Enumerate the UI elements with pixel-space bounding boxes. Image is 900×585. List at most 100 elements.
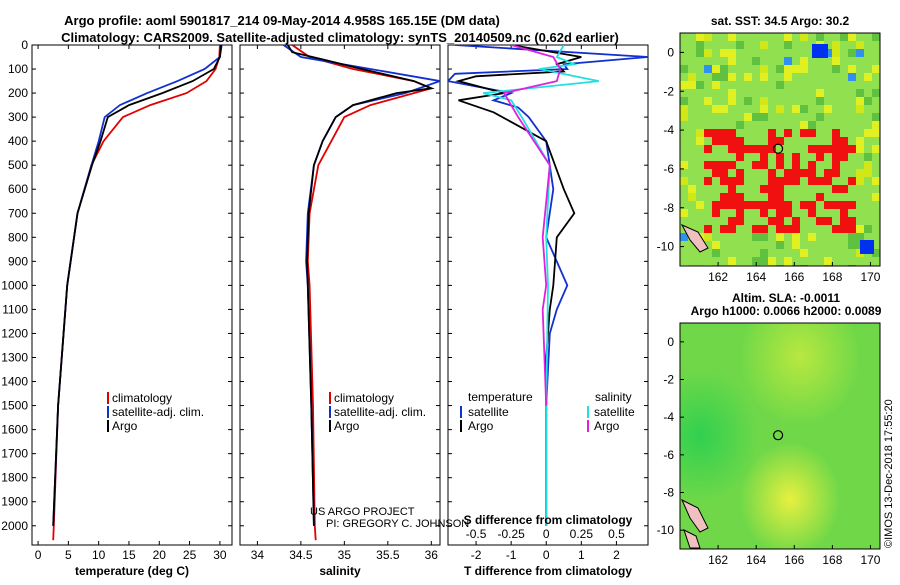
credit-project: US ARGO PROJECT — [310, 506, 415, 518]
depth-tick-label: 600 — [8, 182, 28, 196]
sst-cell — [680, 65, 688, 73]
difference-tick-label: 0 — [543, 548, 550, 562]
sst-cell — [680, 209, 688, 217]
sst-cell — [752, 113, 760, 121]
sst-cell — [736, 137, 744, 145]
sst-cell — [848, 177, 856, 185]
map-y-tick-label: -6 — [663, 162, 674, 176]
sst-cell — [856, 145, 864, 153]
sst-cell — [728, 57, 736, 65]
sst-cell — [784, 129, 792, 137]
sst-cell — [832, 65, 840, 73]
sst-cell — [752, 257, 760, 265]
sst-map-axes: 162 164 166 168 170 0 -2 -4 -6 -8 -10 — [657, 45, 881, 284]
salinity-panel-frame — [239, 44, 441, 546]
series-line-argo — [287, 45, 435, 526]
sst-cell — [688, 81, 696, 89]
sst-cell — [784, 73, 792, 81]
sst-cell — [816, 113, 824, 121]
sst-cell — [792, 177, 800, 185]
series-line-salinity-satellite — [482, 45, 600, 526]
legend-label-t-argo: Argo — [468, 419, 494, 433]
sst-cell — [808, 161, 816, 169]
sst-cell — [760, 257, 768, 265]
sst-cell — [688, 73, 696, 81]
sst-cell — [752, 161, 760, 169]
sst-cell — [728, 129, 736, 137]
sst-cell — [848, 65, 856, 73]
series-line-climatology — [52, 45, 221, 541]
island-shape — [680, 223, 709, 253]
sst-cell — [760, 209, 768, 217]
depth-tick-label: 1400 — [1, 375, 28, 389]
sst-cell — [712, 73, 720, 81]
sst-cell — [696, 33, 704, 41]
sst-cell — [872, 33, 880, 41]
sst-cell — [696, 129, 704, 137]
sst-cell — [712, 137, 720, 145]
legend-title-salinity: salinity — [595, 390, 632, 404]
sst-cell — [728, 225, 736, 233]
sst-cell — [712, 169, 720, 177]
sst-cell — [792, 65, 800, 73]
sst-cell — [744, 201, 752, 209]
sst-cell — [768, 145, 776, 153]
sst-cell — [728, 89, 736, 97]
legend-label-s-argo: Argo — [594, 419, 620, 433]
sst-cell — [736, 41, 744, 49]
map-x-tick-label: 170 — [860, 553, 880, 567]
sst-cell — [856, 105, 864, 113]
sst-cell — [864, 161, 872, 169]
depth-tick-label: 200 — [8, 86, 28, 100]
sst-cell — [824, 105, 832, 113]
sst-cell — [832, 169, 840, 177]
difference-panel-frame — [447, 44, 649, 546]
map-y-tick-label: -4 — [663, 123, 674, 137]
sst-cell — [808, 145, 816, 153]
sst-cell — [824, 201, 832, 209]
ssh-map-axes: 162 164 166 168 170 0 -2 -4 -6 -8 -10 — [657, 335, 881, 567]
sst-cell — [848, 49, 856, 57]
sst-cell — [728, 257, 736, 265]
depth-tick-label: 1300 — [1, 351, 28, 365]
sst-cell — [704, 65, 712, 73]
sst-cell — [752, 201, 760, 209]
sst-cell — [872, 249, 880, 257]
sst-cell — [864, 153, 872, 161]
difference-legend: temperature salinity satellite Argo sate… — [460, 390, 635, 433]
island-shape — [680, 498, 709, 533]
sst-cell — [720, 177, 728, 185]
sst-cell — [712, 129, 720, 137]
sst-cell — [760, 153, 768, 161]
sst-cell — [760, 73, 768, 81]
sst-cell — [704, 225, 712, 233]
sst-cell — [760, 65, 768, 73]
map-y-tick-label: 0 — [667, 45, 674, 59]
sst-cell — [832, 137, 840, 145]
credit-pi: PI: GREGORY C. JOHNSON — [326, 518, 469, 530]
sst-cell — [760, 161, 768, 169]
sst-cell — [784, 209, 792, 217]
map-x-tick-label: 162 — [708, 553, 728, 567]
sst-cell — [856, 49, 864, 57]
sst-cell — [800, 33, 808, 41]
temperature-plot — [52, 45, 223, 541]
sst-cell — [696, 49, 704, 57]
sst-cell — [704, 177, 712, 185]
sst-cell — [840, 209, 848, 217]
sst-cell — [680, 105, 688, 113]
sst-cell — [696, 81, 704, 89]
sst-cell — [736, 121, 744, 129]
difference-tick-label: -1 — [506, 548, 517, 562]
float-location-marker — [772, 143, 784, 154]
map-y-tick-label: 0 — [667, 335, 674, 349]
sst-cell — [728, 161, 736, 169]
sst-cell — [776, 177, 784, 185]
sst-cell — [864, 225, 872, 233]
sst-cell — [776, 137, 784, 145]
sst-cell — [768, 177, 776, 185]
sst-cell — [680, 233, 688, 241]
sst-cell — [744, 97, 752, 105]
sst-cell — [872, 177, 880, 185]
sst-cell — [800, 169, 808, 177]
